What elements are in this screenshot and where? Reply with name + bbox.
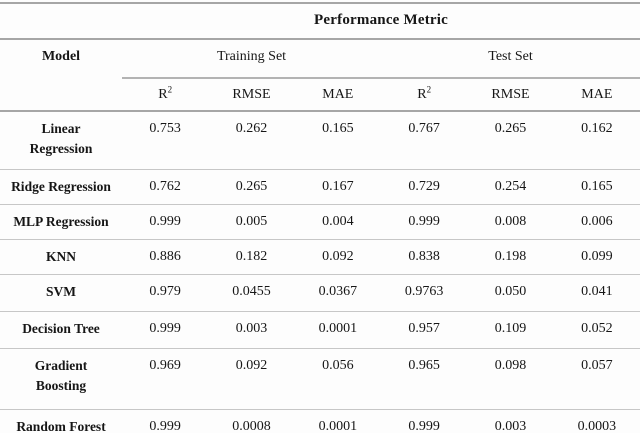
metric-value-cell: 0.999	[408, 418, 440, 433]
metric-value-cell: 0.005	[208, 204, 295, 240]
table-row-linear-regression: Linear Regression 0.753 0.262 0.165 0.76…	[0, 111, 640, 170]
metric-value-cell: 0.999	[122, 311, 209, 349]
metric-value-cell: 0.265	[208, 169, 295, 205]
metric-value-cell: 0.957	[380, 311, 468, 349]
group-header-training: Training Set	[122, 39, 381, 79]
model-name-cell: Gradient Boosting	[0, 348, 122, 410]
metric-value-cell: 0.262	[208, 111, 295, 170]
metric-value-cell: 0.162	[553, 111, 640, 170]
model-name-line: Random Forest	[16, 418, 106, 433]
model-name-line: Boosting	[35, 377, 87, 393]
metric-value-cell: 0.092	[208, 348, 295, 410]
table-row-gradient-boosting: Gradient Boosting 0.969 0.092 0.056 0.96…	[0, 348, 640, 410]
metric-value-cell: 0.753	[122, 111, 209, 170]
model-name-line: Gradient	[34, 357, 88, 373]
metric-header-train-rmse: RMSE	[208, 78, 295, 112]
metric-header-train-r2: R2	[122, 78, 209, 112]
title-row: Performance Metric	[0, 2, 640, 40]
group-header-row: Model Training Set Test Set	[0, 39, 640, 112]
table-row-ridge-regression: Ridge Regression 0.762 0.265 0.167 0.729…	[0, 169, 640, 205]
metric-value-cell: 0.099	[553, 239, 640, 275]
model-name-cell: SVM	[0, 274, 122, 312]
metric-header-test-rmse: RMSE	[467, 78, 554, 112]
model-name-cell: Random Forest	[0, 409, 122, 433]
metric-value-cell: 0.0008	[232, 418, 271, 433]
model-name-cell: Linear Regression	[0, 111, 122, 170]
metric-value-cell: 0.729	[380, 169, 468, 205]
metric-value-cell: 0.109	[467, 311, 554, 349]
table-row-mlp-regression: MLP Regression 0.999 0.005 0.004 0.999 0…	[0, 204, 640, 240]
metric-value-cell: 0.056	[294, 348, 381, 410]
model-name-cell: MLP Regression	[0, 204, 122, 240]
model-name-line: MLP Regression	[13, 213, 109, 229]
metric-value-cell: 0.838	[380, 239, 468, 275]
metric-value-cell: 0.165	[553, 169, 640, 205]
table-row-svm: SVM 0.979 0.0455 0.0367 0.9763 0.050 0.0…	[0, 274, 640, 312]
metric-value-cell: 0.003	[494, 418, 527, 433]
metric-value-cell: 0.254	[467, 169, 554, 205]
metric-value-cell: 0.057	[553, 348, 640, 410]
table-row-knn: KNN 0.886 0.182 0.092 0.838 0.198 0.099	[0, 239, 640, 275]
model-name-line: Regression	[29, 141, 93, 156]
metric-value-cell: 0.0003	[577, 418, 617, 433]
metric-value-cell: 0.050	[467, 274, 554, 312]
model-column-header: Model	[0, 39, 122, 112]
model-name-cell: Ridge Regression	[0, 169, 122, 205]
metric-value-cell: 0.979	[122, 274, 209, 312]
metric-value-cell: 0.092	[294, 239, 381, 275]
metric-value-cell: 0.165	[294, 111, 381, 170]
model-name-line: Decision Tree	[22, 320, 100, 336]
metric-value-cell: 0.198	[467, 239, 554, 275]
table-row-random-forest: Random Forest 0.999 0.0008 0.0001 0.999 …	[0, 409, 640, 433]
model-name-cell: Decision Tree	[0, 311, 122, 349]
metric-value-cell: 0.762	[122, 169, 209, 205]
metric-value-cell: 0.0455	[208, 274, 295, 312]
metric-value-cell: 0.969	[122, 348, 209, 410]
model-name-cell: KNN	[0, 239, 122, 275]
metric-value-cell: 0.0001	[318, 418, 358, 433]
title-row-spacer	[0, 2, 122, 40]
metric-value-cell: 0.052	[553, 311, 640, 349]
table-title: Performance Metric	[314, 12, 448, 28]
metric-value-cell: 0.965	[380, 348, 468, 410]
metric-header-train-mae: MAE	[294, 78, 381, 112]
metric-value-cell: 0.999	[149, 418, 181, 433]
metric-value-cell: 0.999	[380, 204, 468, 240]
metric-value-cell: 0.008	[467, 204, 554, 240]
table-title-cell: Performance Metric	[122, 2, 640, 40]
metric-value-cell: 0.182	[208, 239, 295, 275]
model-name-line: SVM	[46, 283, 76, 299]
metric-value-cell: 0.999	[122, 204, 209, 240]
metric-value-cell: 0.0001	[294, 311, 381, 349]
metric-value-cell: 0.886	[122, 239, 209, 275]
table-row-decision-tree: Decision Tree 0.999 0.003 0.0001 0.957 0…	[0, 311, 640, 349]
metric-value-cell: 0.041	[553, 274, 640, 312]
metric-value-cell: 0.767	[380, 111, 468, 170]
metric-value-cell: 0.003	[208, 311, 295, 349]
metric-value-cell: 0.0367	[294, 274, 381, 312]
metric-header-test-mae: MAE	[553, 78, 640, 112]
metric-value-cell: 0.006	[553, 204, 640, 240]
metric-value-cell: 0.265	[467, 111, 554, 170]
metric-value-cell: 0.004	[294, 204, 381, 240]
model-name-line: KNN	[46, 248, 76, 264]
metric-value-cell: 0.9763	[380, 274, 468, 312]
model-name-line: Linear	[41, 121, 81, 136]
metric-header-row: R2 RMSE MAE R2 RMSE MAE	[0, 78, 640, 112]
metric-header-test-r2: R2	[380, 78, 468, 112]
model-name-line: Ridge Regression	[11, 178, 111, 194]
metric-value-cell: 0.167	[294, 169, 381, 205]
metric-value-cell: 0.098	[467, 348, 554, 410]
group-header-test: Test Set	[380, 39, 640, 79]
